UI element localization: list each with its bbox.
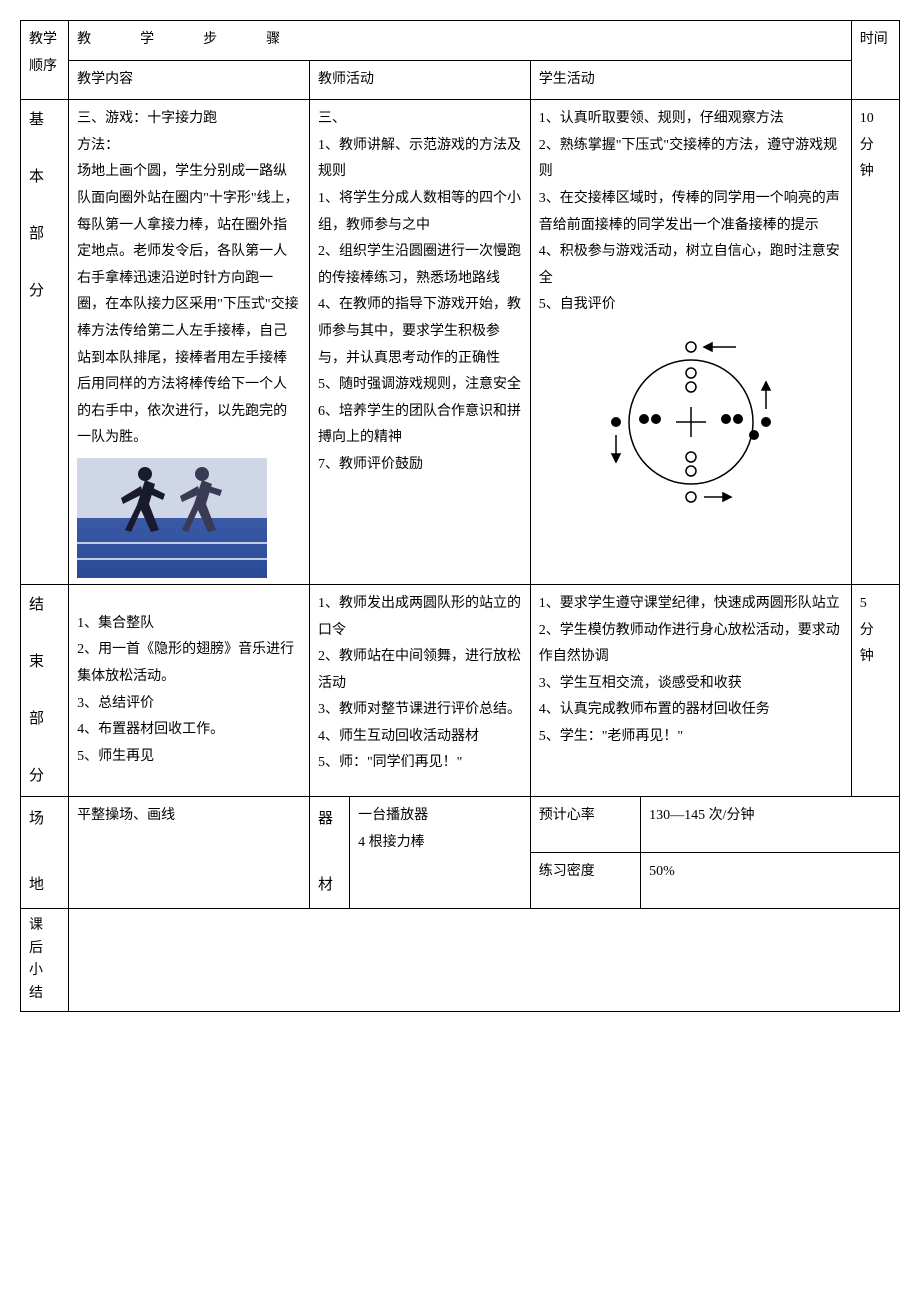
hr-value: 130—145 次/分钟 [641, 797, 900, 853]
section-end: 结 束 部 分 1、集合整队 2、用一首《隐形的翅膀》音乐进行集体放松活动。 3… [21, 584, 900, 797]
col-order: 教学顺序 [21, 21, 69, 100]
col-teacher: 教师活动 [309, 60, 530, 100]
section-end-time: 5 分 钟 [851, 584, 899, 797]
equip-label: 器 材 [309, 797, 349, 909]
section-basic-teacher: 三、 1、教师讲解、示范游戏的方法及规则 1、将学生分成人数相等的四个小组，教师… [309, 100, 530, 585]
lesson-plan-table: 教学顺序 教 学 步 骤 时间 教学内容 教师活动 学生活动 基 本 部 分 三… [20, 20, 900, 1012]
section-basic-time: 10 分 钟 [851, 100, 899, 585]
col-steps-title: 教 学 步 骤 [69, 21, 852, 61]
relay-photo [77, 458, 267, 578]
header-row-1: 教学顺序 教 学 步 骤 时间 [21, 21, 900, 61]
footer-row-1: 场 地 平整操场、画线 器 材 一台播放器 4 根接力棒 预计心率 130—14… [21, 797, 900, 853]
summary-row: 课 后 小 结 [21, 909, 900, 1012]
summary-label: 课 后 小 结 [21, 909, 69, 1012]
summary-value [69, 909, 900, 1012]
section-basic-student: 1、认真听取要领、规则，仔细观察方法 2、熟练掌握"下压式"交接棒的方法，遵守游… [539, 106, 843, 319]
venue-label: 场 地 [21, 797, 69, 909]
venue-value: 平整操场、画线 [69, 797, 310, 909]
section-basic: 基 本 部 分 三、游戏：十字接力跑 方法： 场地上画个圆，学生分别成一路纵队面… [21, 100, 900, 585]
hr-label: 预计心率 [530, 797, 640, 853]
density-label: 练习密度 [530, 853, 640, 909]
section-basic-content-text: 三、游戏：十字接力跑 方法： 场地上画个圆，学生分别成一路纵队面向圈外站在圈内"… [77, 106, 301, 452]
col-time: 时间 [851, 21, 899, 100]
section-end-teacher: 1、教师发出成两圆队形的站立的口令 2、教师站在中间领舞，进行放松活动 3、教师… [309, 584, 530, 797]
col-student: 学生活动 [530, 60, 851, 100]
section-basic-label: 基 本 部 分 [21, 100, 69, 585]
section-end-student: 1、要求学生遵守课堂纪律，快速成两圆形队站立 2、学生模仿教师动作进行身心放松活… [530, 584, 851, 797]
col-content: 教学内容 [69, 60, 310, 100]
equip-value: 一台播放器 4 根接力棒 [350, 797, 531, 909]
section-basic-content: 三、游戏：十字接力跑 方法： 场地上画个圆，学生分别成一路纵队面向圈外站在圈内"… [69, 100, 310, 585]
section-basic-student-cell: 1、认真听取要领、规则，仔细观察方法 2、熟练掌握"下压式"交接棒的方法，遵守游… [530, 100, 851, 585]
section-end-label: 结 束 部 分 [21, 584, 69, 797]
section-end-content: 1、集合整队 2、用一首《隐形的翅膀》音乐进行集体放松活动。 3、总结评价 4、… [69, 584, 310, 797]
cross-relay-diagram [539, 327, 843, 518]
density-value: 50% [641, 853, 900, 909]
header-row-2: 教学内容 教师活动 学生活动 [21, 60, 900, 100]
